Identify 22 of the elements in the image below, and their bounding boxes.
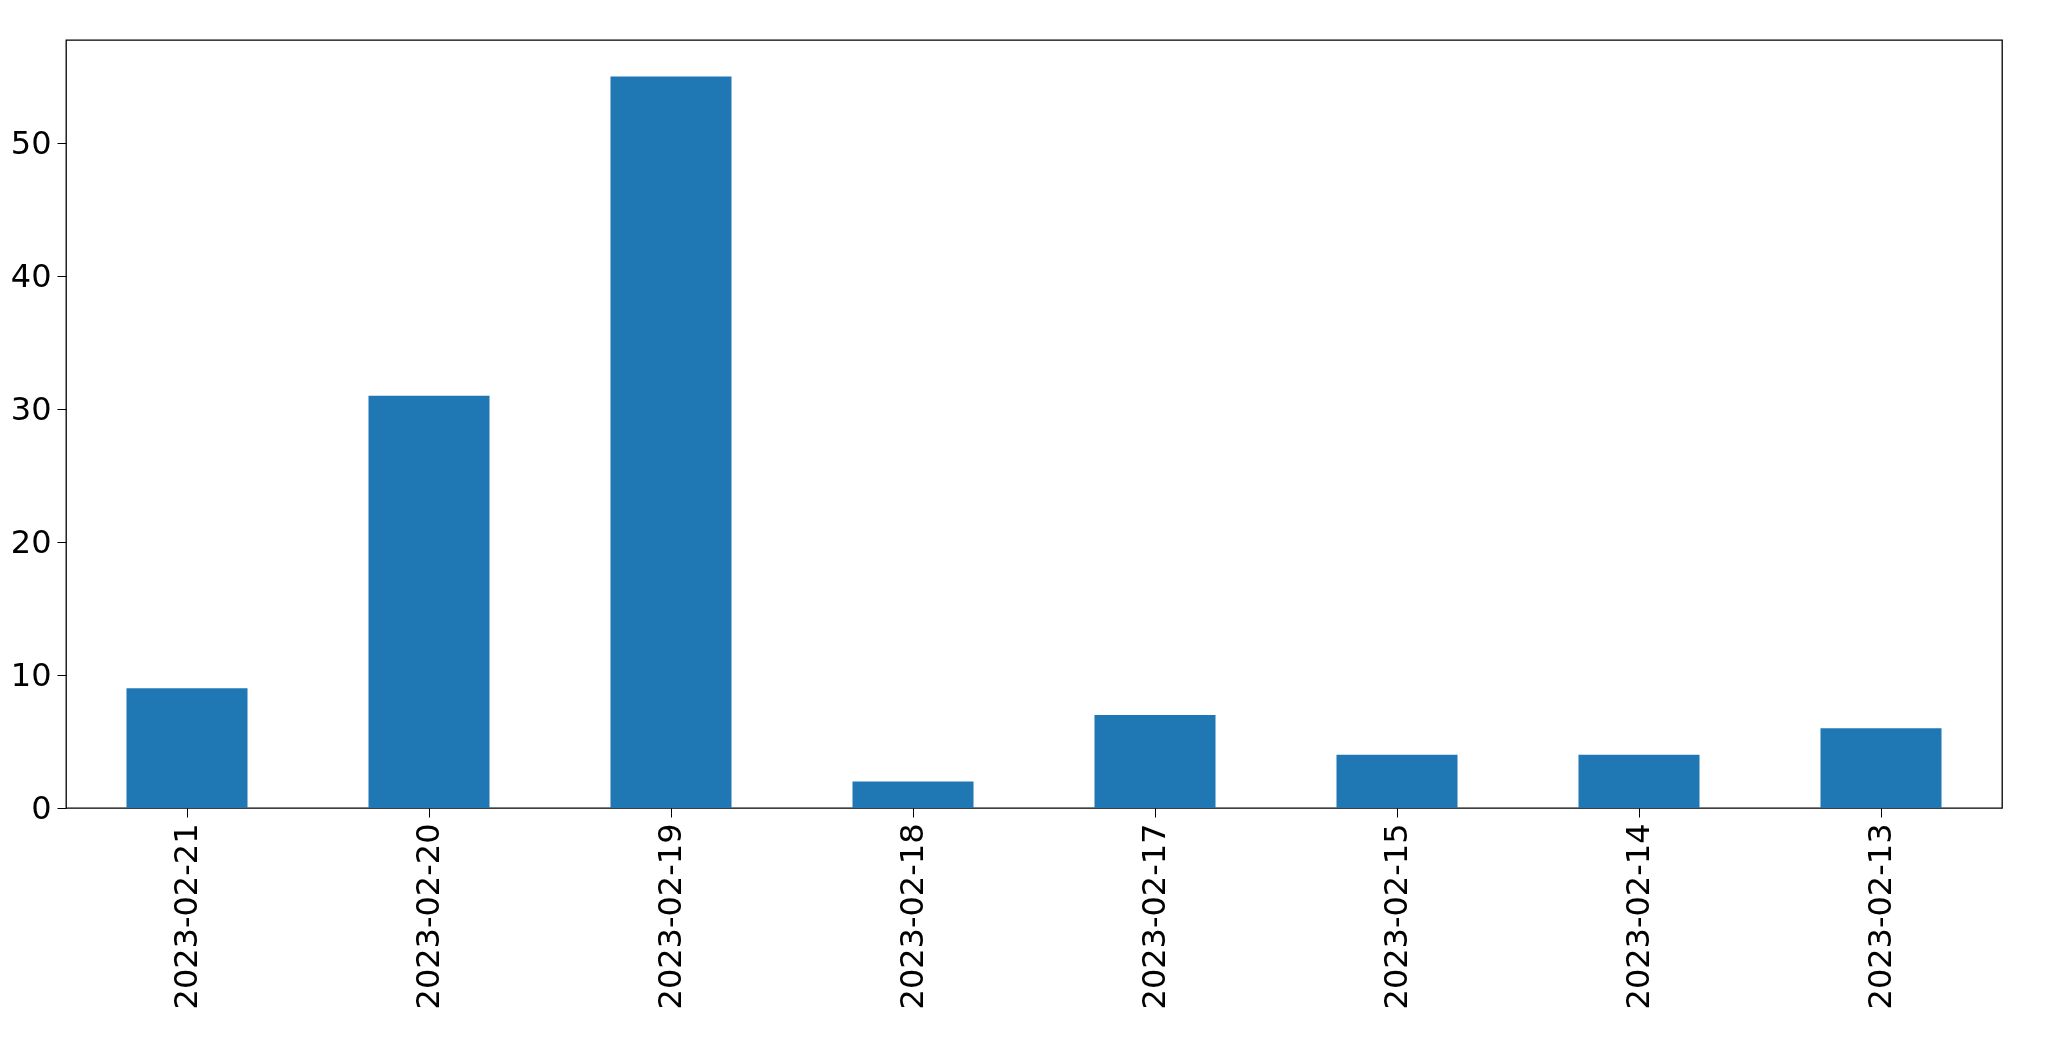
- y-tick-label: 50: [10, 123, 52, 162]
- bar: [1820, 728, 1942, 808]
- y-tick-label: 0: [31, 788, 52, 827]
- x-tick-label: 2023-02-18: [893, 823, 931, 1010]
- x-tick-label: 2023-02-15: [1377, 823, 1415, 1010]
- x-tick-label: 2023-02-20: [409, 823, 447, 1010]
- bar: [1336, 754, 1458, 808]
- y-tick-label: 20: [10, 522, 52, 561]
- x-tick-label: 2023-02-13: [1861, 823, 1899, 1010]
- bar: [1094, 714, 1216, 808]
- x-tick-label: 2023-02-19: [651, 823, 689, 1010]
- bar: [126, 688, 248, 808]
- bar: [852, 781, 974, 808]
- y-tick-label: 40: [10, 256, 52, 295]
- x-tick-label: 2023-02-17: [1135, 823, 1173, 1010]
- x-tick-label: 2023-02-21: [167, 823, 205, 1010]
- bar: [368, 395, 490, 808]
- y-tick-label: 10: [10, 655, 52, 694]
- x-tick-label: 2023-02-14: [1619, 823, 1657, 1010]
- bar: [610, 76, 732, 808]
- y-tick-label: 30: [10, 389, 52, 428]
- bar: [1578, 754, 1700, 808]
